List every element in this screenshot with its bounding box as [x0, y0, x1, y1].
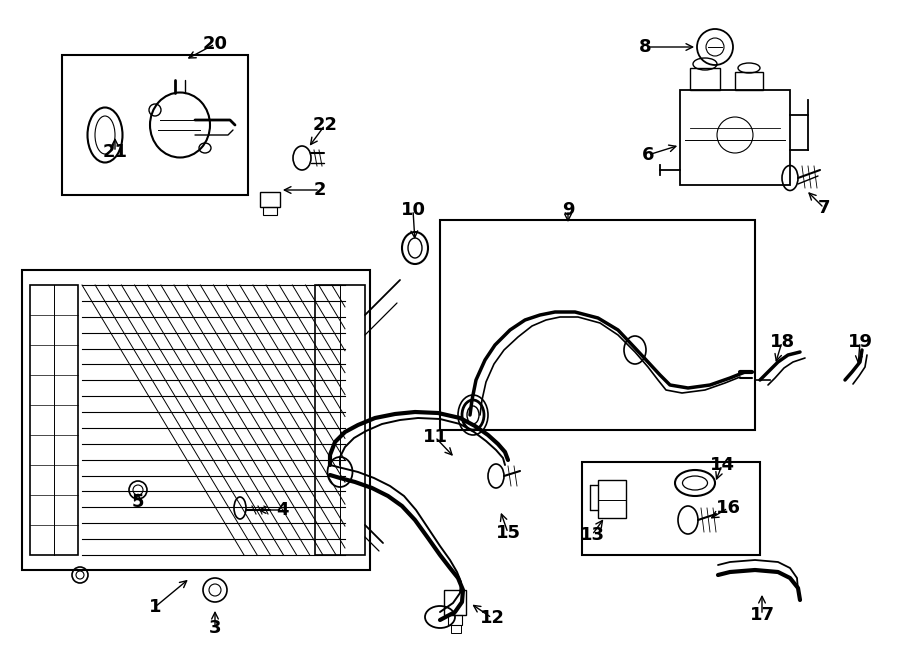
Bar [582, 462, 760, 555]
Text: 8: 8 [639, 38, 652, 56]
Text: 15: 15 [496, 524, 520, 542]
Text: 11: 11 [422, 428, 447, 446]
Text: 7: 7 [818, 199, 830, 217]
Text: 21: 21 [103, 143, 128, 161]
Bar [598, 480, 626, 518]
Bar [680, 90, 790, 185]
Bar [22, 270, 370, 570]
Text: 12: 12 [480, 609, 505, 627]
Text: 20: 20 [202, 35, 228, 53]
Bar [451, 625, 461, 633]
Text: 3: 3 [209, 619, 221, 637]
Text: 1: 1 [148, 598, 161, 616]
Text: 9: 9 [562, 201, 574, 219]
Text: 16: 16 [716, 499, 741, 517]
Bar [260, 192, 280, 207]
Text: 2: 2 [314, 181, 326, 199]
Bar [440, 220, 755, 430]
Bar [263, 207, 277, 215]
Text: 18: 18 [770, 333, 795, 351]
Bar [735, 72, 763, 90]
Text: 17: 17 [750, 606, 775, 624]
Bar [315, 285, 365, 555]
Text: 5: 5 [131, 493, 144, 511]
Bar [690, 68, 720, 90]
Text: 10: 10 [400, 201, 426, 219]
Text: 14: 14 [709, 456, 734, 474]
Text: 13: 13 [580, 526, 605, 544]
Text: 6: 6 [642, 146, 654, 164]
Text: 4: 4 [275, 501, 288, 519]
Bar [30, 285, 78, 555]
Text: 19: 19 [848, 333, 872, 351]
Bar [62, 55, 248, 195]
Text: 22: 22 [312, 116, 338, 134]
Bar [448, 615, 462, 625]
Bar [444, 590, 466, 615]
